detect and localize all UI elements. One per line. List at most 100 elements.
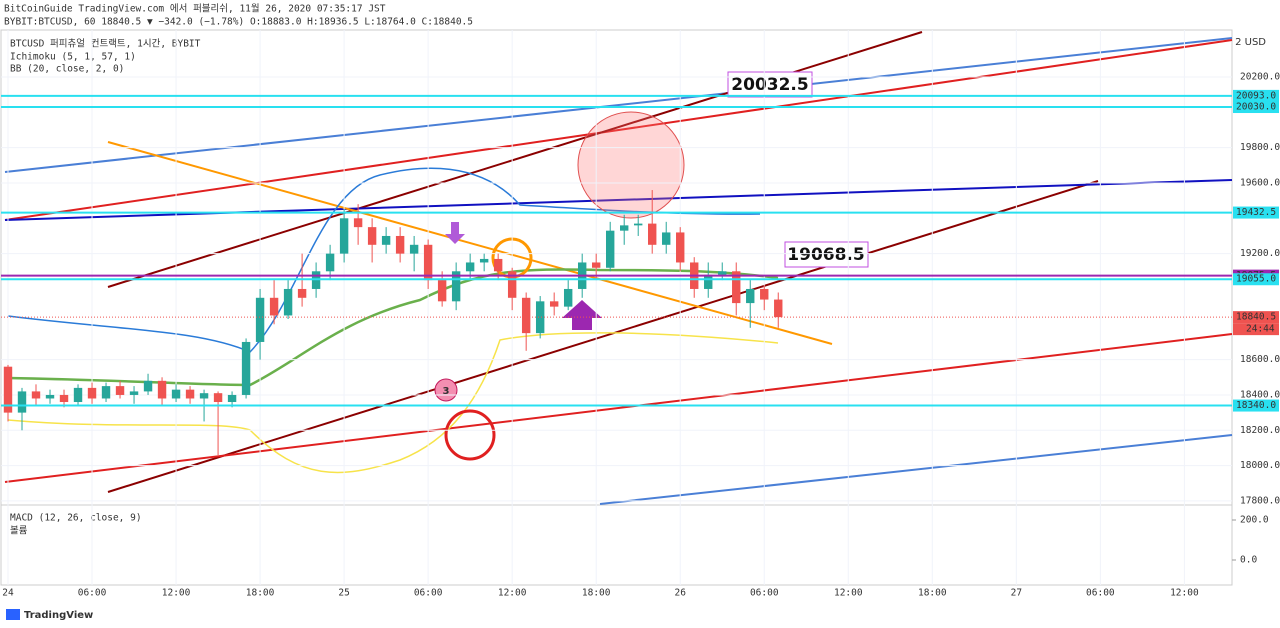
annotation: 20032.5	[731, 75, 808, 95]
trend-line	[4, 37, 1233, 173]
x-tick-label: 06:00	[78, 588, 107, 599]
candle-body	[353, 218, 363, 228]
candle-body	[591, 262, 601, 268]
candle-body	[171, 389, 181, 399]
trend-line	[4, 333, 1233, 483]
candle-body	[3, 366, 13, 413]
y-tick-label: 17800.0	[1240, 495, 1280, 506]
x-tick-label: 12:00	[498, 588, 527, 599]
x-tick-label: 26	[674, 588, 686, 599]
candle-body	[479, 258, 489, 263]
candle-body	[59, 394, 69, 403]
candle-body	[45, 394, 55, 399]
candle-body	[423, 244, 433, 281]
x-tick-label: 06:00	[750, 588, 779, 599]
candle-body	[325, 253, 335, 272]
legend-entry: Ichimoku (5, 1, 57, 1)	[10, 52, 136, 63]
macd-frame	[0, 504, 1233, 586]
annotation: 3	[443, 386, 450, 397]
level-label-box	[1233, 206, 1279, 219]
ichimoku-line	[7, 268, 779, 387]
level-label: 18340.0	[1236, 400, 1276, 411]
candle-body	[662, 232, 671, 245]
y-tick-label: 18000.0	[1240, 460, 1280, 471]
candle-body	[213, 393, 223, 403]
x-tick-label: 06:00	[1086, 588, 1115, 599]
candle-body	[535, 301, 545, 334]
highlight-circle	[577, 111, 685, 219]
trend-line	[107, 180, 1099, 493]
x-tick-label: 25	[338, 588, 349, 599]
candle-body	[395, 235, 405, 254]
candle-body	[605, 230, 615, 268]
candle-body	[451, 271, 461, 302]
candle-body	[269, 297, 279, 316]
candle-body	[129, 391, 139, 395]
x-tick-label: 24	[2, 588, 14, 599]
x-tick-label: 18:00	[918, 588, 947, 599]
candle-body	[507, 271, 517, 298]
candle-body	[283, 288, 293, 316]
candle-body	[101, 386, 111, 399]
candle-body	[465, 262, 475, 272]
logo	[6, 609, 20, 620]
y-tick-label: 19200.0	[1240, 248, 1280, 259]
candle-body	[199, 393, 209, 399]
trend-line	[107, 141, 833, 345]
candle-body	[676, 232, 685, 263]
x-tick-label: 27	[1011, 588, 1022, 599]
candle-body	[563, 288, 573, 307]
candle-body	[241, 341, 251, 395]
y-tick-label: 18400.0	[1240, 389, 1280, 400]
candle-body	[87, 387, 97, 399]
volume-label: 볼륨	[10, 526, 28, 537]
candle-body	[774, 299, 783, 318]
candle-body	[732, 271, 741, 304]
macd-title: MACD (12, 26, close, 9)	[10, 513, 142, 524]
level-label: 19055.0	[1236, 274, 1276, 285]
y-tick-label: 19800.0	[1240, 142, 1280, 153]
candle-body	[255, 297, 265, 342]
x-tick-label: 12:00	[834, 588, 863, 599]
candle-body	[143, 380, 153, 392]
candle-body	[648, 223, 657, 245]
footer: TradingView	[24, 610, 93, 621]
candle-body	[185, 389, 195, 399]
callout	[727, 71, 813, 98]
currency: 2 USD	[1235, 37, 1266, 48]
sad-face	[444, 409, 496, 461]
level-label: 20093.0	[1236, 90, 1276, 101]
level-label-box	[1233, 311, 1279, 324]
level-label-box	[1233, 399, 1279, 412]
candle-body	[367, 227, 377, 245]
candle-body	[718, 271, 727, 275]
level-label-box	[1233, 89, 1279, 102]
level-label-box	[1233, 273, 1279, 286]
trend-line	[4, 39, 1233, 221]
candle-body	[227, 394, 237, 403]
macd-tick-label: 200.0	[1240, 515, 1269, 526]
publisher: BitCoinGuide TradingView.com 에서 퍼블리쉬, 11…	[4, 3, 386, 15]
candle-body	[409, 244, 419, 254]
y-tick-label: 20200.0	[1240, 71, 1280, 82]
candle-body	[704, 274, 713, 289]
level-label: 20030.0	[1236, 102, 1276, 113]
candle-body	[115, 386, 125, 395]
candle-body	[634, 223, 643, 226]
badge	[434, 378, 458, 402]
candle-body	[521, 297, 531, 334]
symbol-line: BYBIT:BTCUSD, 60 18840.5 ▼ −342.0 (−1.78…	[4, 17, 473, 28]
candle-body	[549, 301, 559, 307]
legend-entry: BTCUSD 퍼피츄얼 컨트랙트, 1시간, BYBIT	[10, 39, 201, 50]
level-label: 18840.5	[1236, 312, 1276, 323]
macd-tick-label: 0.0	[1240, 555, 1257, 566]
candle-body	[73, 387, 83, 403]
down-arrow	[445, 222, 465, 244]
candle-body	[339, 218, 349, 254]
bollinger-band	[7, 332, 779, 474]
candle-body	[297, 288, 307, 298]
countdown-box	[1233, 323, 1279, 336]
annotation: 19068.5	[787, 245, 864, 265]
